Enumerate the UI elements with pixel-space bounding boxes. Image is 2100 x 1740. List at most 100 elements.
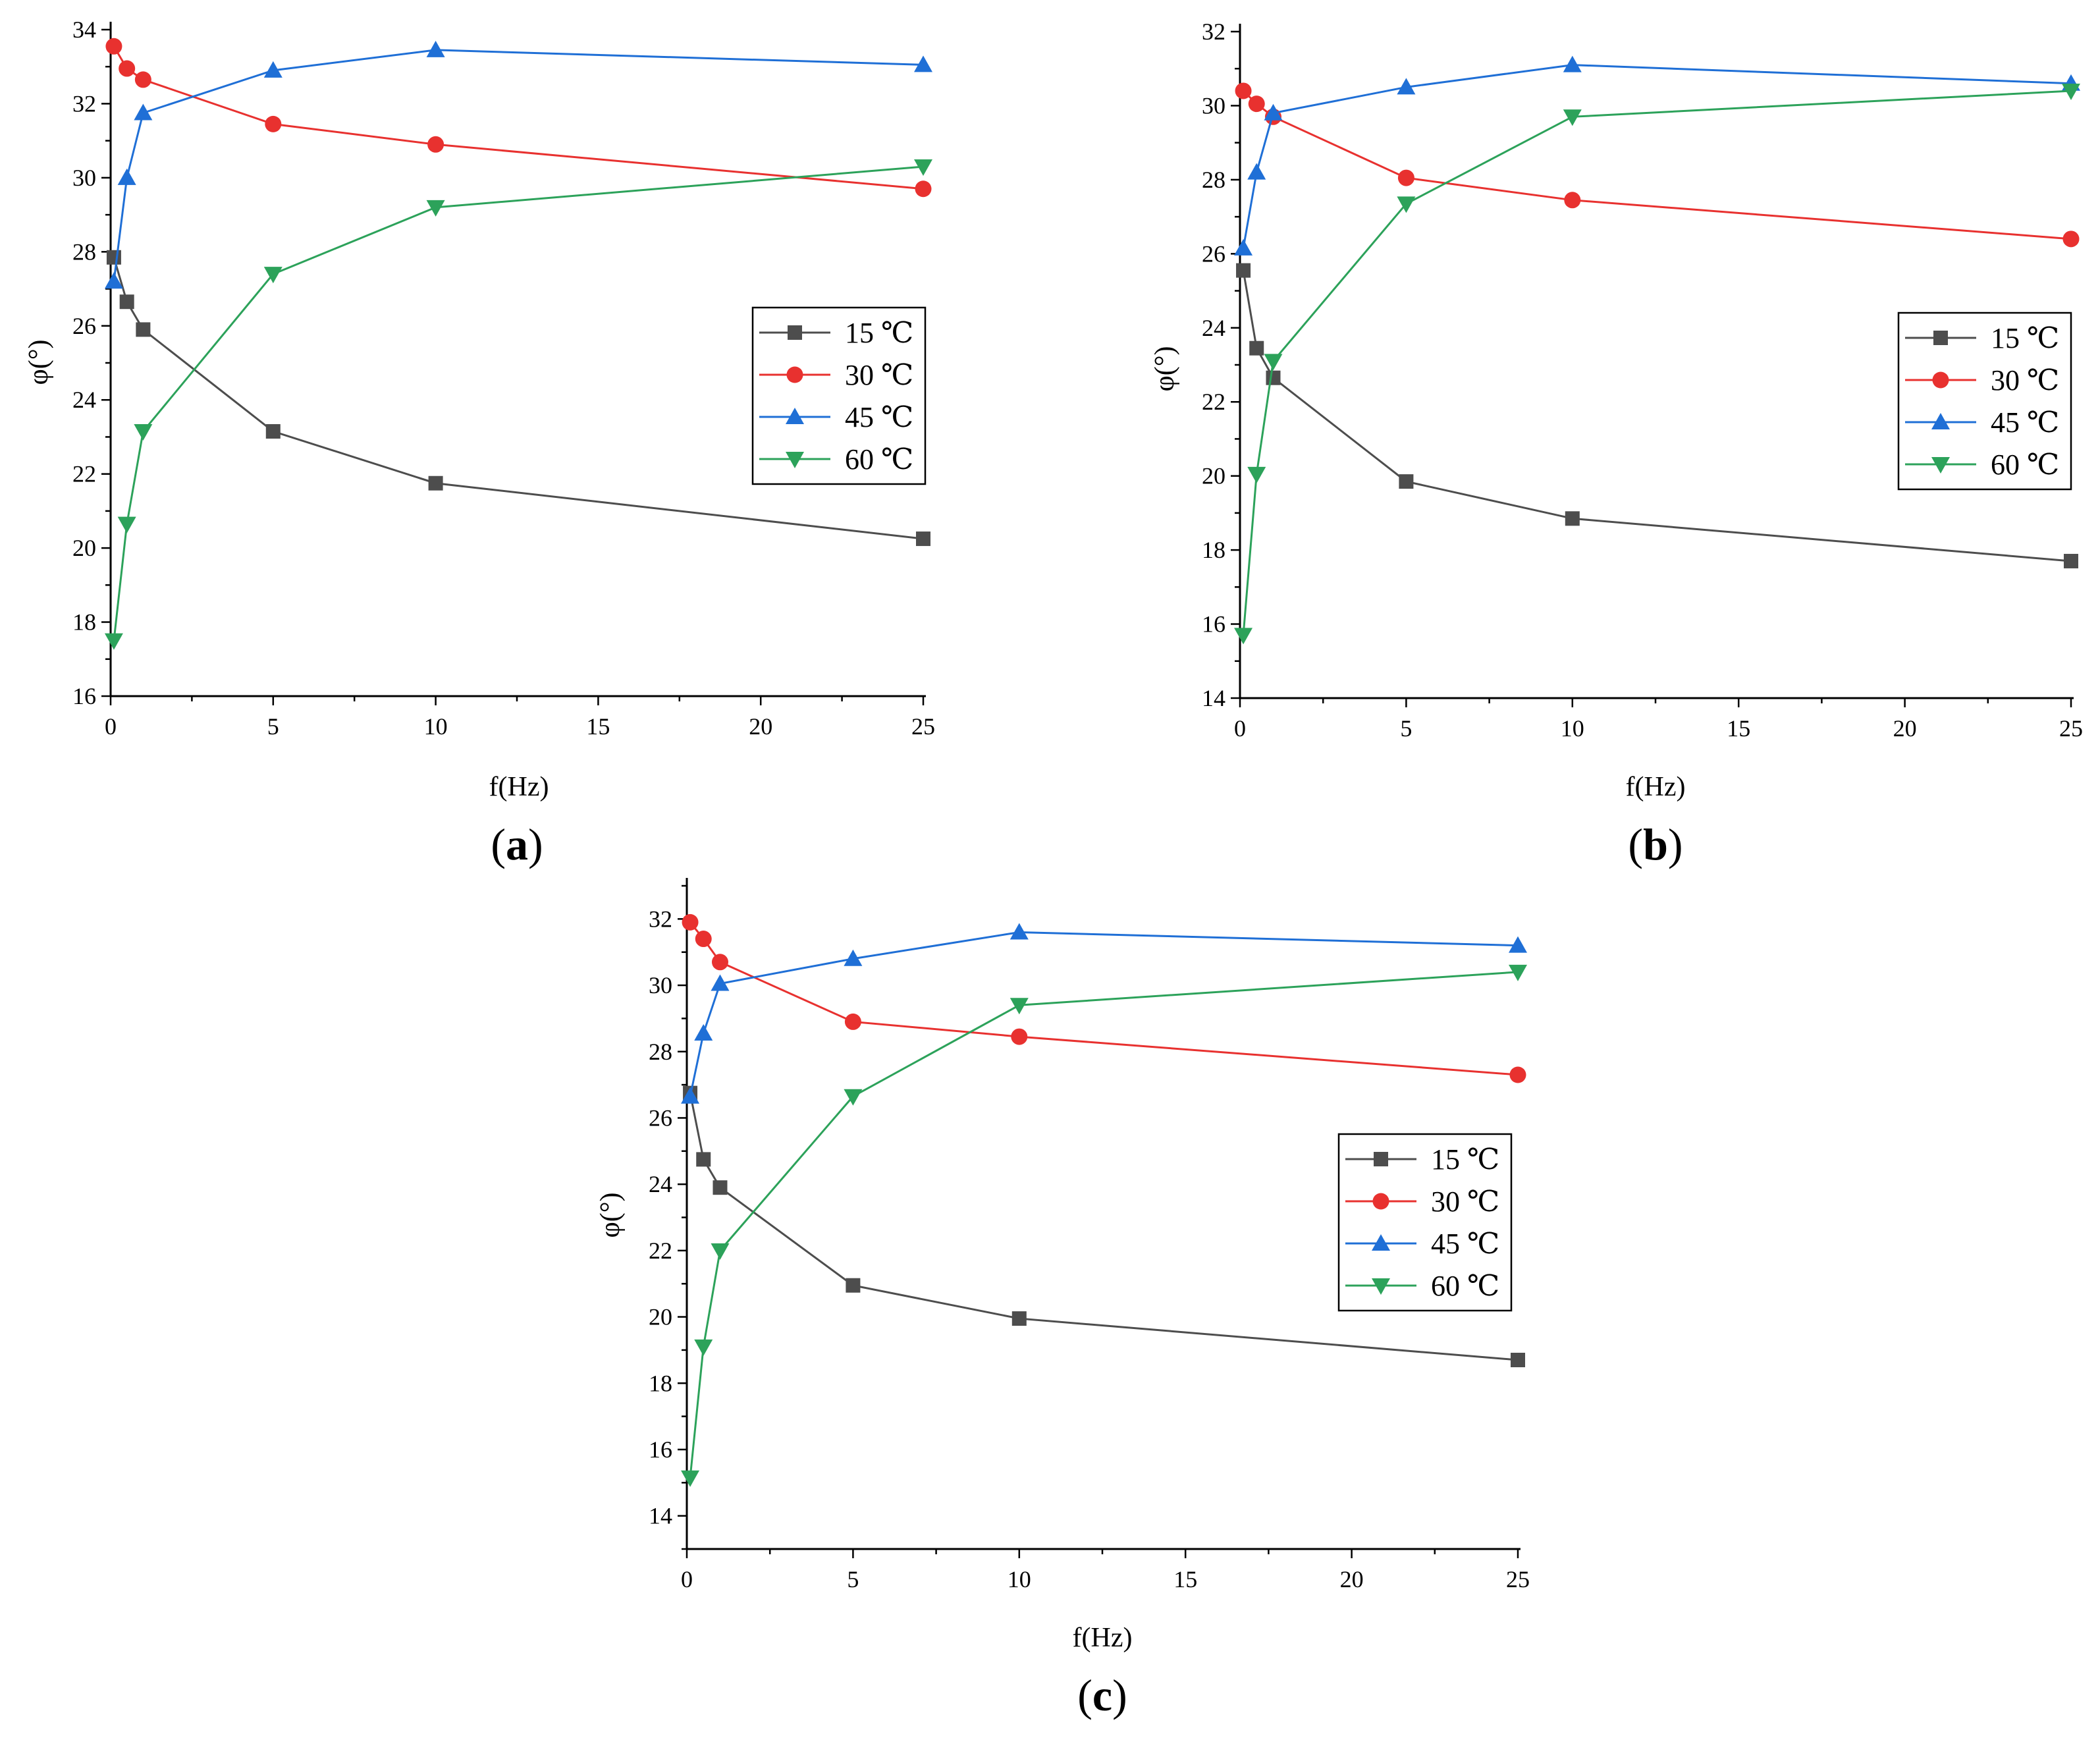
data-point — [426, 40, 445, 57]
panel-label: (b) — [1628, 819, 1683, 869]
data-point — [1011, 1311, 1027, 1326]
series-line — [1242, 270, 2072, 562]
data-point — [117, 168, 136, 185]
legend-label: 30 ℃ — [845, 359, 913, 391]
x-tick-label: 25 — [2059, 715, 2083, 742]
y-tick-label: 24 — [649, 1171, 672, 1197]
data-point — [265, 115, 282, 132]
x-axis-title: f(Hz) — [1073, 1623, 1133, 1653]
series-2 — [681, 923, 1527, 1104]
chart-panel-c: 0 5 10 15 20 25 14 16 18 20 22 24 26 28 30 32 f(Hz) φ(°) 1… — [595, 878, 1530, 1720]
x-tick-label: 5 — [1400, 715, 1412, 742]
x-tick-label: 0 — [1234, 715, 1246, 742]
data-point — [2062, 231, 2080, 248]
data-point — [1234, 628, 1253, 645]
legend-label: 15 ℃ — [1991, 322, 2059, 354]
y-tick-label: 24 — [72, 387, 96, 413]
y-axis-title: φ(°) — [24, 339, 54, 385]
y-tick-label: 28 — [72, 238, 96, 265]
data-point — [265, 424, 281, 439]
data-point — [106, 250, 121, 265]
data-point — [844, 949, 863, 966]
x-tick-label: 15 — [586, 713, 610, 740]
data-point — [681, 1087, 700, 1104]
series-line — [113, 49, 924, 282]
y-tick-label: 24 — [1202, 315, 1225, 341]
series-0 — [1236, 263, 2078, 568]
legend-box — [751, 306, 927, 485]
y-tick-label: 18 — [72, 609, 96, 636]
legend-marker — [1931, 457, 1950, 474]
data-point — [134, 103, 153, 121]
legend-entry: 45 ℃ — [1905, 406, 2059, 439]
data-point — [1397, 169, 1414, 186]
legend-entry: 15 ℃ — [1345, 1143, 1499, 1176]
x-axis-title: f(Hz) — [489, 772, 549, 802]
series-line — [113, 165, 924, 641]
data-point — [914, 159, 932, 177]
data-point — [1565, 511, 1580, 526]
x-tick-label: 0 — [105, 713, 117, 740]
y-tick-label: 22 — [649, 1237, 672, 1264]
x-tick-label: 15 — [1173, 1566, 1197, 1592]
legend-entry: 15 ℃ — [1905, 322, 2059, 354]
series-1 — [1235, 82, 2080, 248]
data-point — [1509, 964, 1527, 981]
data-point — [711, 954, 728, 971]
x-tick-label: 5 — [847, 1566, 859, 1592]
legend: 15 ℃ 30 ℃ 45 ℃ 60 ℃ — [1337, 1133, 1513, 1312]
data-point — [263, 267, 283, 284]
y-tick-label: 20 — [72, 535, 96, 561]
legend-entry: 30 ℃ — [759, 359, 913, 391]
data-point — [695, 931, 712, 948]
legend-marker — [1931, 413, 1950, 429]
legend-label: 15 ℃ — [1431, 1143, 1499, 1176]
data-point — [1249, 340, 1264, 356]
data-point — [263, 61, 283, 78]
legend-marker — [1372, 1193, 1389, 1210]
y-axis-title: φ(°) — [595, 1192, 626, 1237]
data-point — [104, 272, 123, 289]
legend: 15 ℃ 30 ℃ 45 ℃ 60 ℃ — [1897, 312, 2072, 491]
series-2 — [1234, 55, 2080, 256]
legend-entry: 60 ℃ — [759, 443, 913, 476]
y-tick-label: 28 — [1202, 167, 1225, 193]
data-point — [711, 974, 730, 991]
x-tick-label: 20 — [749, 713, 772, 740]
legend-label: 45 ℃ — [1431, 1228, 1499, 1260]
series-line — [1242, 64, 2072, 249]
legend-marker — [788, 325, 802, 340]
data-point — [844, 1089, 863, 1106]
legend-label: 45 ℃ — [845, 401, 913, 433]
legend-box — [1897, 312, 2072, 491]
legend-marker — [1932, 371, 1949, 389]
data-point — [119, 60, 136, 77]
data-point — [916, 531, 930, 547]
legend-label: 30 ℃ — [1431, 1185, 1499, 1218]
data-point — [104, 633, 123, 650]
data-point — [426, 200, 445, 217]
series-line — [1242, 90, 2072, 636]
y-tick-label: 22 — [72, 461, 96, 487]
y-axis-title: φ(°) — [1150, 346, 1180, 391]
panel-label-letter: a — [506, 819, 528, 869]
data-point — [427, 136, 444, 153]
data-point — [711, 1243, 730, 1260]
legend-marker — [786, 366, 803, 383]
series-line — [113, 45, 924, 190]
panel-label: (a) — [491, 819, 543, 869]
data-point — [1563, 55, 1582, 72]
legend-entry: 30 ℃ — [1905, 364, 2059, 396]
y-tick-label: 26 — [649, 1104, 672, 1131]
x-tick-label: 10 — [1561, 715, 1584, 742]
data-point — [914, 55, 932, 72]
data-point — [1397, 196, 1416, 213]
y-tick-label: 26 — [1202, 240, 1225, 267]
y-tick-label: 16 — [1202, 611, 1225, 638]
y-tick-label: 30 — [649, 972, 672, 998]
legend-marker — [1372, 1278, 1390, 1295]
data-point — [2062, 83, 2080, 100]
y-tick-label: 16 — [72, 683, 96, 709]
legend-marker — [786, 452, 804, 468]
data-point — [1236, 263, 1251, 278]
